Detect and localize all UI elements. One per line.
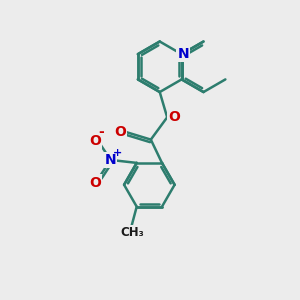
- Text: O: O: [89, 176, 101, 190]
- Text: N: N: [177, 47, 189, 61]
- Text: +: +: [112, 148, 122, 158]
- Text: O: O: [89, 134, 101, 148]
- Text: CH₃: CH₃: [120, 226, 144, 239]
- Text: -: -: [98, 125, 103, 139]
- Text: N: N: [105, 153, 116, 167]
- Text: O: O: [168, 110, 180, 124]
- Text: O: O: [114, 125, 126, 139]
